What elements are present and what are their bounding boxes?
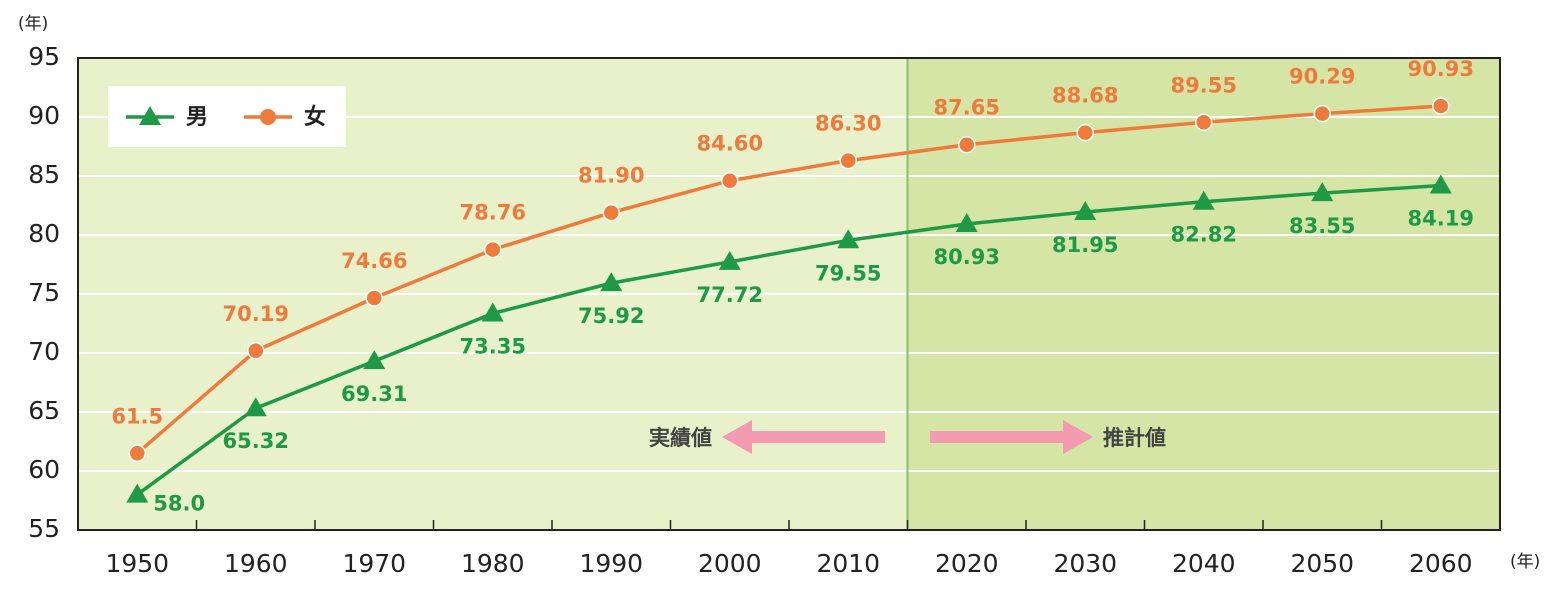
marker bbox=[958, 135, 976, 154]
value-label: 75.92 bbox=[578, 304, 644, 328]
value-label: 81.95 bbox=[1052, 233, 1118, 257]
x-tick-label: 2040 bbox=[1172, 549, 1236, 578]
legend-marker bbox=[139, 106, 161, 125]
series-line bbox=[136, 183, 1441, 497]
legend-label: 女 bbox=[304, 104, 326, 130]
x-tick-label: 2010 bbox=[816, 549, 880, 578]
value-label: 79.55 bbox=[815, 261, 881, 285]
value-label: 86.30 bbox=[815, 112, 881, 136]
marker bbox=[602, 203, 620, 222]
value-label: 69.31 bbox=[341, 382, 407, 406]
y-tick-label: 75 bbox=[28, 278, 60, 307]
value-label: 61.5 bbox=[111, 404, 163, 428]
legend-label: 男 bbox=[186, 105, 208, 130]
marker bbox=[247, 342, 265, 360]
marker bbox=[128, 444, 146, 463]
x-tick-label: 2030 bbox=[1053, 549, 1117, 578]
marker bbox=[721, 171, 739, 190]
marker bbox=[365, 289, 383, 307]
value-label: 73.35 bbox=[460, 334, 526, 358]
value-label: 82.82 bbox=[1171, 223, 1237, 247]
x-tick-label: 2060 bbox=[1409, 549, 1473, 578]
value-label: 84.19 bbox=[1408, 207, 1474, 231]
value-label: 77.72 bbox=[697, 283, 763, 307]
marker bbox=[1074, 200, 1097, 220]
value-label: 84.60 bbox=[697, 132, 763, 156]
arrow-left bbox=[722, 420, 885, 454]
marker bbox=[481, 302, 504, 322]
value-label: 74.66 bbox=[341, 249, 407, 273]
x-tick-label: 1990 bbox=[579, 549, 643, 578]
x-tick-label: 1970 bbox=[342, 549, 406, 578]
x-tick-label: 2020 bbox=[935, 549, 999, 578]
y-tick-label: 55 bbox=[28, 514, 60, 543]
marker bbox=[1313, 104, 1331, 123]
series-line bbox=[136, 104, 1441, 455]
value-label: 89.55 bbox=[1171, 73, 1237, 97]
marker bbox=[1192, 190, 1215, 210]
annotation: 推計値 bbox=[1103, 426, 1166, 450]
marker bbox=[484, 240, 502, 259]
annotation: 実績値 bbox=[649, 426, 712, 450]
value-label: 78.76 bbox=[460, 201, 526, 225]
y-tick-label: 95 bbox=[28, 42, 60, 71]
legend: 男女 bbox=[108, 86, 346, 147]
x-tick-label: 1960 bbox=[224, 549, 288, 578]
marker bbox=[244, 397, 267, 417]
value-label: 70.19 bbox=[223, 302, 289, 326]
value-label: 88.68 bbox=[1052, 84, 1118, 108]
value-label: 87.65 bbox=[934, 96, 1000, 120]
y-tick-label: 80 bbox=[28, 219, 60, 248]
value-label: 90.93 bbox=[1408, 57, 1474, 81]
value-label: 80.93 bbox=[934, 245, 1000, 269]
marker bbox=[1311, 182, 1334, 202]
value-label: 58.0 bbox=[153, 492, 205, 516]
marker bbox=[1429, 174, 1452, 194]
arrow-right bbox=[930, 420, 1093, 454]
marker bbox=[837, 229, 860, 249]
marker bbox=[839, 151, 857, 170]
y-tick-label: 85 bbox=[28, 160, 60, 189]
x-tick-label: 2050 bbox=[1290, 549, 1354, 578]
y-tick-label: 90 bbox=[28, 101, 60, 130]
legend-marker bbox=[260, 109, 276, 125]
value-label: 81.90 bbox=[578, 164, 644, 188]
y-unit-label: (年) bbox=[18, 14, 48, 34]
y-tick-label: 60 bbox=[28, 455, 60, 484]
marker bbox=[363, 350, 386, 370]
marker bbox=[1195, 113, 1213, 132]
marker bbox=[1432, 97, 1450, 115]
x-tick-label: 2000 bbox=[698, 549, 762, 578]
marker bbox=[718, 250, 741, 270]
value-label: 65.32 bbox=[223, 429, 289, 453]
y-tick-label: 70 bbox=[28, 337, 60, 366]
value-label: 83.55 bbox=[1289, 214, 1355, 238]
marker bbox=[126, 483, 149, 503]
y-tick-label: 65 bbox=[28, 396, 60, 425]
x-tick-label: 1950 bbox=[105, 549, 169, 578]
marker bbox=[600, 272, 623, 292]
marker bbox=[955, 213, 978, 233]
value-label: 90.29 bbox=[1289, 65, 1355, 89]
marker bbox=[1076, 123, 1094, 142]
x-unit-label: (年) bbox=[1510, 552, 1540, 572]
x-tick-label: 1980 bbox=[461, 549, 525, 578]
